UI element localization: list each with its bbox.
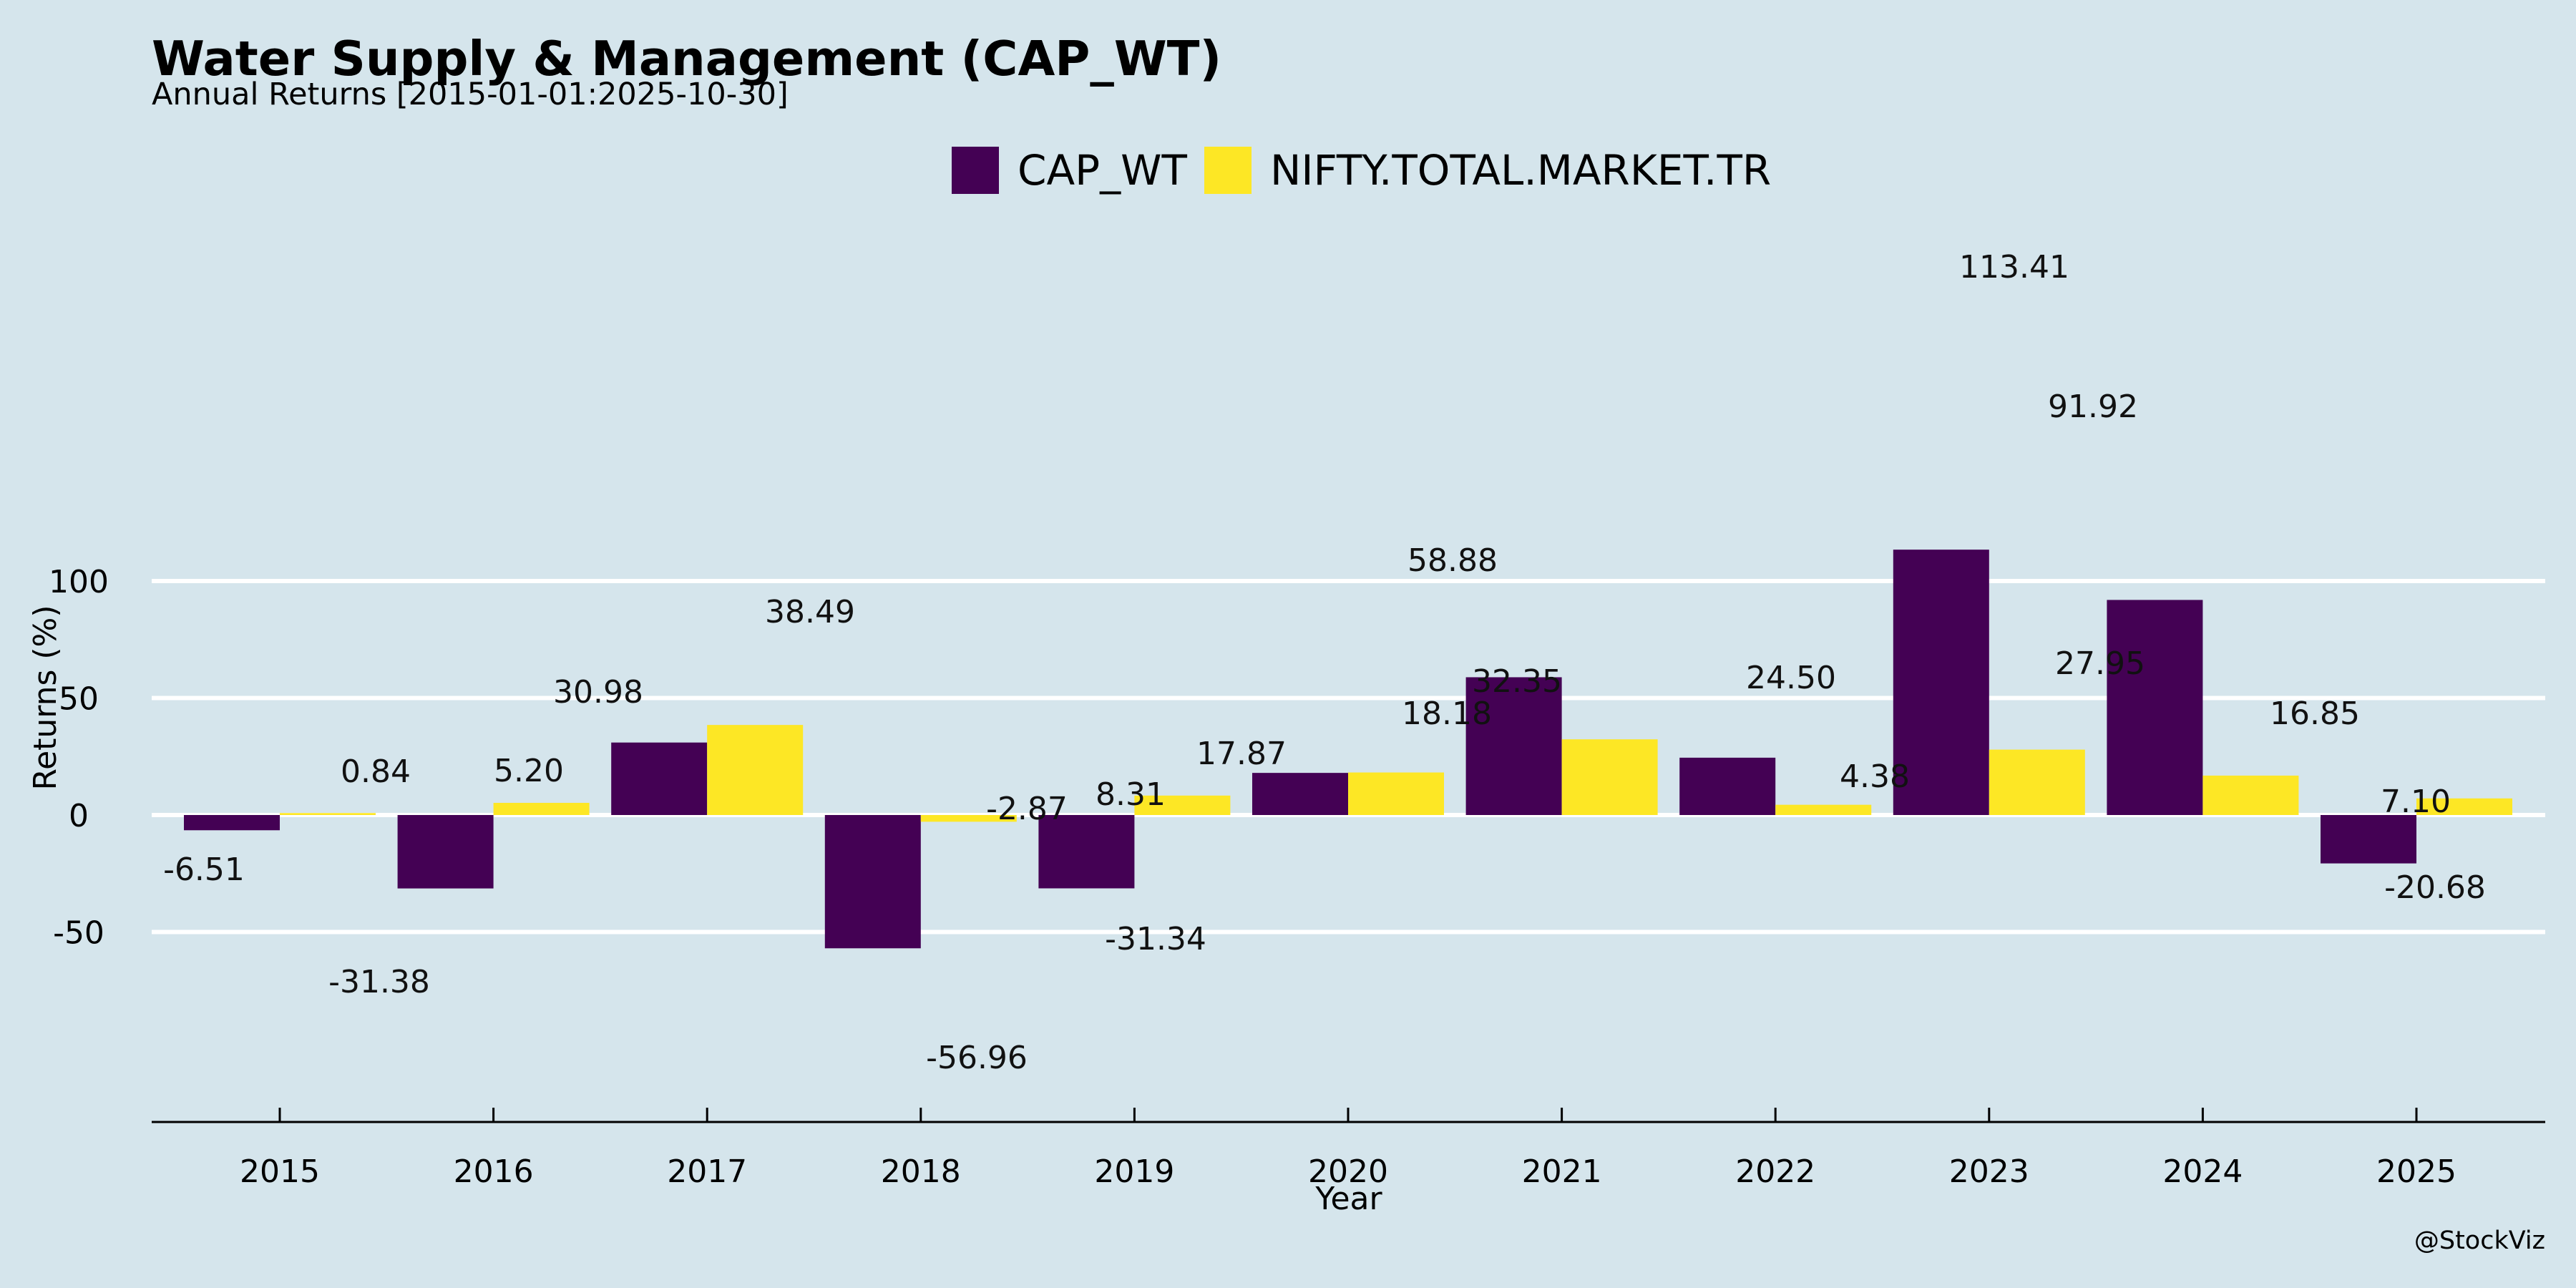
chart-title: Water Supply & Management (CAP_WT)	[152, 31, 1221, 87]
y-tick-label: 0	[69, 798, 89, 834]
x-tick-label: 2015	[240, 1153, 320, 1190]
bar-nifty-2022	[1775, 804, 1872, 815]
data-label: 5.20	[494, 753, 564, 789]
x-tick-label: 2024	[2162, 1153, 2243, 1190]
x-tick-label: 2022	[1735, 1153, 1815, 1190]
bar-nifty-2016	[493, 802, 590, 815]
x-tick-label: 2021	[1522, 1153, 1602, 1190]
legend-swatch-nifty	[1204, 147, 1252, 194]
x-tick-label: 2019	[1094, 1153, 1174, 1190]
chart-subtitle: Annual Returns [2015-01-01:2025-10-30]	[152, 77, 789, 112]
y-tick-label: 50	[59, 681, 99, 718]
data-label: 8.31	[1096, 776, 1166, 813]
bar-cap-wt-2021	[1465, 677, 1562, 815]
data-label: 32.35	[1472, 663, 1562, 700]
data-label: -56.96	[926, 1040, 1028, 1076]
bar-nifty-2018	[920, 815, 1017, 822]
x-tick-label: 2025	[2376, 1153, 2457, 1190]
bar-nifty-2023	[1989, 749, 2085, 815]
bar-nifty-2019	[1134, 795, 1231, 815]
bar-cap-wt-2016	[397, 815, 494, 889]
bar-nifty-2017	[707, 725, 804, 815]
bar-nifty-2021	[1561, 739, 1658, 815]
y-axis: -50 0 50 100	[49, 564, 109, 952]
data-label: -31.38	[328, 964, 430, 1000]
credit-text: @StockViz	[2414, 1226, 2545, 1255]
bar-cap-wt-2025	[2321, 815, 2416, 864]
x-tick-label: 2020	[1308, 1153, 1388, 1190]
x-tick-label: 2016	[454, 1153, 534, 1190]
bar-cap-wt-2023	[1893, 550, 1989, 815]
bar-cap-wt-2015	[184, 815, 280, 831]
data-label: -20.68	[2384, 869, 2486, 906]
legend: CAP_WT NIFTY.TOTAL.MARKET.TR	[952, 146, 1771, 195]
y-axis-label: Returns (%)	[27, 605, 64, 790]
data-label: 0.84	[341, 753, 411, 790]
data-label: 16.85	[2270, 696, 2360, 732]
y-tick-label: 100	[49, 564, 109, 600]
bar-nifty-2015	[280, 813, 376, 815]
data-label: 18.18	[1402, 696, 1492, 732]
data-label: 91.92	[2048, 389, 2138, 425]
data-label: 4.38	[1840, 758, 1910, 795]
data-label: 7.10	[2381, 784, 2451, 820]
bar-cap-wt-2020	[1252, 773, 1348, 815]
data-label: 113.41	[1959, 249, 2069, 286]
legend-label-nifty: NIFTY.TOTAL.MARKET.TR	[1270, 146, 1771, 195]
data-label: 30.98	[553, 674, 643, 711]
x-tick-label: 2017	[667, 1153, 747, 1190]
data-label: 24.50	[1746, 660, 1836, 696]
bar-nifty-2020	[1348, 772, 1444, 815]
data-label: 17.87	[1196, 736, 1287, 772]
y-tick-label: -50	[53, 915, 104, 952]
bar-nifty-2025	[2416, 798, 2512, 815]
data-label: -2.87	[986, 791, 1068, 827]
data-label: 38.49	[765, 594, 855, 630]
bar-cap-wt-2022	[1679, 757, 1776, 815]
bar-cap-wt-2019	[1038, 815, 1135, 889]
bar-cap-wt-2024	[2107, 600, 2203, 815]
bar-cap-wt-2017	[611, 742, 708, 815]
x-tick-label: 2018	[881, 1153, 961, 1190]
data-label: 58.88	[1407, 542, 1498, 579]
x-tick-label: 2023	[1949, 1153, 2029, 1190]
legend-label-cap-wt: CAP_WT	[1018, 146, 1187, 195]
legend-swatch-cap-wt	[952, 147, 999, 194]
bar-nifty-2024	[2202, 775, 2299, 815]
x-axis-label: Year	[1314, 1181, 1382, 1217]
x-axis: 2015 2016 2017 2018 2019 2020 2021 2022 2023 2024…	[152, 1108, 2545, 1190]
data-labels: -6.51 0.84 -31.38 5.20 30.98 38.49 -56.96 -2.87…	[163, 249, 2486, 1076]
data-label: -31.34	[1105, 921, 1206, 957]
bars	[184, 550, 2512, 949]
bar-cap-wt-2018	[824, 815, 921, 949]
data-label: -6.51	[163, 852, 245, 888]
data-label: 27.95	[2055, 645, 2145, 682]
